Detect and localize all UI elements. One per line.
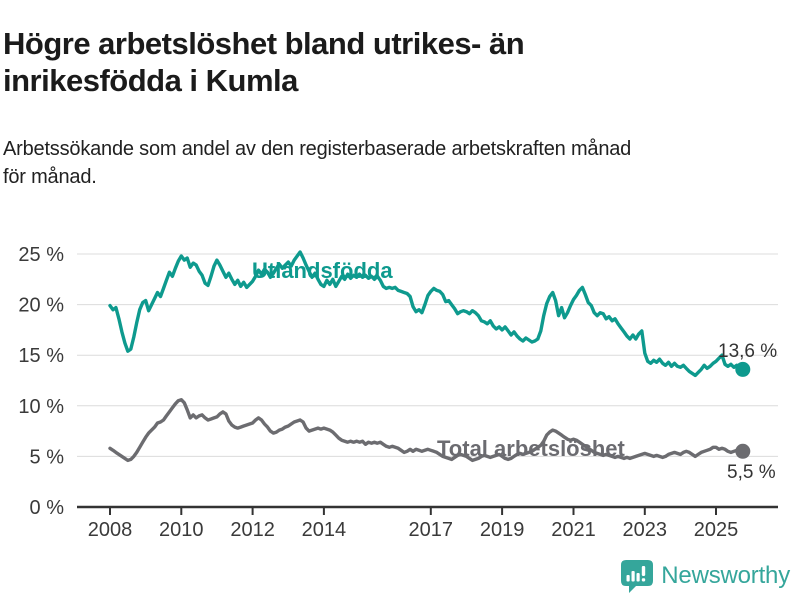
y-tick-label: 25 % [18, 244, 64, 266]
chart-subtitle: Arbetssökande som andel av den registerb… [3, 138, 632, 188]
end-value-label-utlandsfodda: 13,6 % [718, 341, 777, 362]
y-tick-label: 5 % [30, 446, 65, 468]
x-tick-label: 2019 [480, 519, 525, 541]
series-line [108, 250, 745, 378]
series-label-total: Total arbetslöshet [437, 436, 626, 461]
line-chart: 0 % 5 % 10 % 15 % 20 % 25 % 2008 2010 2012 2014 20… [18, 244, 778, 541]
y-tick-label: 0 % [30, 497, 65, 519]
series-line [108, 397, 745, 463]
y-tick-label: 15 % [18, 345, 64, 367]
brand-name: Newsworthy [661, 562, 790, 589]
series-end-dot [735, 361, 751, 377]
x-tick-label: 2017 [409, 519, 454, 541]
plot-area: 0 % 5 % 10 % 15 % 20 % 25 % 2008 2010 2012 2014 20… [18, 244, 778, 541]
page-title: Högre arbetslöshet bland utrikes- än inr… [3, 25, 525, 98]
x-tick-label: 2008 [88, 519, 133, 541]
x-tick-label: 2025 [694, 519, 739, 541]
series-end-dot [735, 443, 751, 459]
newsworthy-logo: Newsworthy [620, 558, 790, 594]
y-tick-label: 10 % [18, 396, 64, 418]
y-tick-label: 20 % [18, 295, 64, 317]
x-tick-label: 2023 [623, 519, 668, 541]
newsworthy-chart-bubble-icon [621, 560, 654, 593]
x-tick-label: 2012 [230, 519, 275, 541]
x-tick-label: 2014 [302, 519, 347, 541]
x-tick-label: 2010 [159, 519, 204, 541]
x-tick-label: 2021 [551, 519, 596, 541]
series-label-utlandsfodda: Utlandsfödda [252, 258, 393, 283]
end-value-label-total: 5,5 % [727, 462, 776, 483]
